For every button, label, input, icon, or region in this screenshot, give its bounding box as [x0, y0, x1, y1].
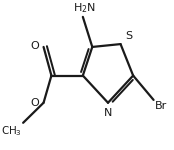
- Text: CH$_3$: CH$_3$: [1, 124, 22, 138]
- Text: H$_2$N: H$_2$N: [73, 2, 96, 15]
- Text: O: O: [30, 40, 39, 51]
- Text: N: N: [104, 108, 112, 119]
- Text: S: S: [125, 31, 132, 41]
- Text: O: O: [30, 98, 39, 108]
- Text: Br: Br: [155, 101, 167, 111]
